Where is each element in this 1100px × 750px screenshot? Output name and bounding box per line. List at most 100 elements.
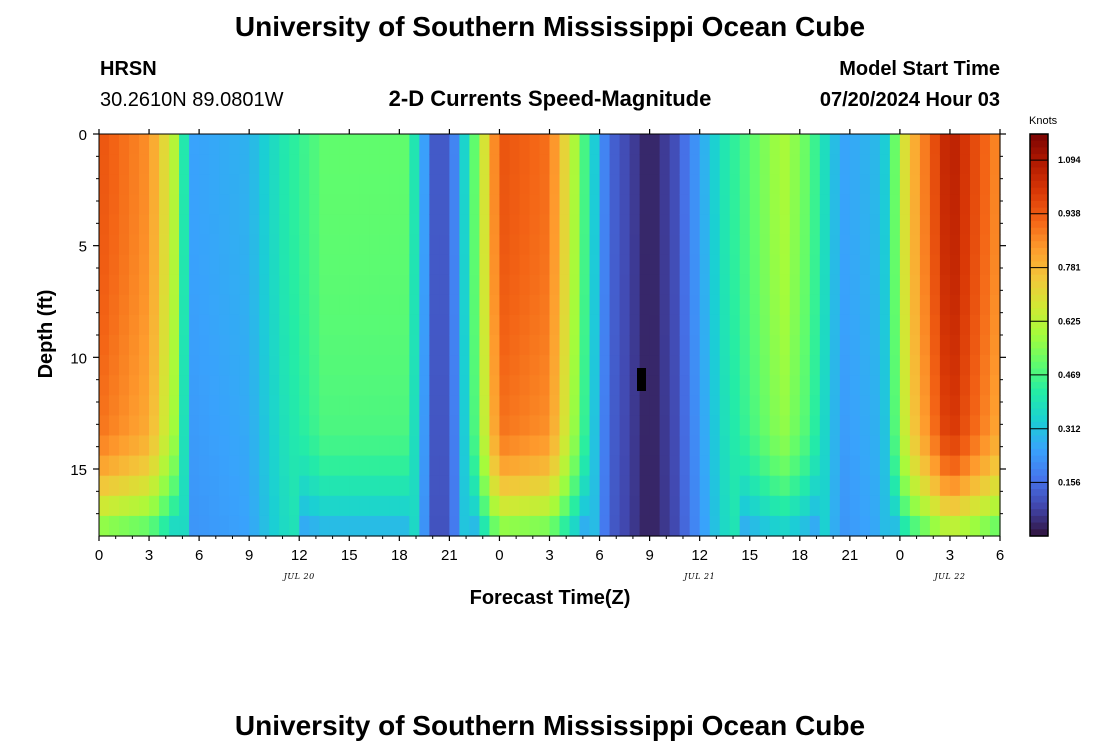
heatmap-cell xyxy=(809,314,821,336)
heatmap-cell xyxy=(949,455,961,477)
heatmap-cell xyxy=(429,495,440,517)
heatmap-cell xyxy=(199,335,210,356)
heatmap-cell xyxy=(489,355,501,376)
heatmap-cell xyxy=(409,355,420,376)
heatmap-cell xyxy=(599,174,611,195)
heatmap-cell xyxy=(459,395,471,416)
heatmap-cell xyxy=(869,154,881,175)
heatmap-cell xyxy=(289,174,300,195)
heatmap-cell xyxy=(399,495,410,517)
heatmap-cell xyxy=(409,515,420,537)
heatmap-cell xyxy=(699,455,711,477)
heatmap-cell xyxy=(159,234,170,256)
heatmap-cell xyxy=(419,495,430,517)
heatmap-cell xyxy=(609,495,621,517)
heatmap-cell xyxy=(969,335,981,356)
heatmap-cell xyxy=(959,495,971,517)
heatmap-cell xyxy=(819,234,831,256)
heatmap-cell xyxy=(259,174,270,195)
heatmap-cell xyxy=(889,415,901,437)
heatmap-cell xyxy=(99,335,110,356)
heatmap-cell xyxy=(949,214,961,236)
heatmap-cell xyxy=(509,314,521,336)
heatmap-cell xyxy=(159,254,170,276)
heatmap-cell xyxy=(119,475,130,497)
heatmap-cell xyxy=(339,134,350,155)
heatmap-cell xyxy=(529,355,541,376)
heatmap-cell xyxy=(779,395,791,416)
heatmap-cell xyxy=(299,355,310,376)
heatmap-cell xyxy=(379,455,390,477)
heatmap-cell xyxy=(409,475,420,497)
heatmap-cell xyxy=(419,294,430,316)
heatmap-cell xyxy=(159,174,170,195)
heatmap-cell xyxy=(899,435,911,457)
colorbar-segment xyxy=(1030,154,1048,162)
heatmap-cell xyxy=(419,515,430,537)
heatmap-cell xyxy=(459,234,471,256)
heatmap-cell xyxy=(889,495,901,517)
heatmap-cell xyxy=(629,214,641,236)
heatmap-cell xyxy=(899,254,911,276)
x-tick-label: 0 xyxy=(896,547,904,564)
colorbar-segment xyxy=(1030,140,1048,148)
heatmap-cell xyxy=(909,435,921,457)
heatmap-cell xyxy=(599,455,611,477)
heatmap-cell xyxy=(979,254,991,276)
heatmap-cell xyxy=(989,335,1001,356)
heatmap-cell xyxy=(959,194,971,215)
heatmap-cell xyxy=(899,194,911,215)
heatmap-cell xyxy=(979,174,991,195)
heatmap-cell xyxy=(469,375,481,396)
heatmap-cell xyxy=(299,234,310,256)
heatmap-cell xyxy=(109,395,120,416)
heatmap-cell xyxy=(779,194,791,215)
heatmap-cell xyxy=(579,335,591,356)
heatmap-cell xyxy=(169,154,180,175)
heatmap-cell xyxy=(149,234,160,256)
heatmap-cell xyxy=(539,515,551,537)
heatmap-cell xyxy=(729,375,741,396)
heatmap-cell xyxy=(349,274,360,296)
colorbar-segment xyxy=(1030,268,1048,276)
heatmap-cell xyxy=(189,294,200,316)
heatmap-cell xyxy=(909,174,921,195)
heatmap-cell xyxy=(909,355,921,376)
heatmap-cell xyxy=(969,294,981,316)
heatmap-cell xyxy=(959,174,971,195)
x-tick-label: 12 xyxy=(291,547,308,564)
heatmap-cell xyxy=(169,335,180,356)
heatmap-cell xyxy=(199,134,210,155)
y-axis-title: Depth (ft) xyxy=(35,290,57,379)
heatmap-cell xyxy=(909,415,921,437)
heatmap-cell xyxy=(339,294,350,316)
heatmap-cell xyxy=(879,375,891,396)
heatmap-cell xyxy=(479,134,491,155)
heatmap-cell xyxy=(179,395,190,416)
heatmap-cell xyxy=(429,274,440,296)
heatmap-cell xyxy=(989,435,1001,457)
heatmap-cell xyxy=(699,174,711,195)
heatmap-cell xyxy=(659,234,671,256)
heatmap-cell xyxy=(279,395,290,416)
heatmap-cell xyxy=(739,314,751,336)
heatmap-cell xyxy=(419,174,430,195)
heatmap-cell xyxy=(929,274,941,296)
heatmap-cell xyxy=(839,435,851,457)
heatmap-cell xyxy=(459,214,471,236)
heatmap-cell xyxy=(989,134,1001,155)
heatmap-cell xyxy=(559,355,571,376)
heatmap-cell xyxy=(379,395,390,416)
heatmap-cell xyxy=(549,254,561,276)
colorbar-segment xyxy=(1030,475,1048,483)
heatmap-cell xyxy=(139,254,150,276)
heatmap-cell xyxy=(899,515,911,537)
heatmap-cell xyxy=(279,134,290,155)
heatmap-cell xyxy=(139,294,150,316)
heatmap-cell xyxy=(429,355,440,376)
heatmap-cell xyxy=(669,154,681,175)
heatmap-cell xyxy=(809,294,821,316)
heatmap-cell xyxy=(469,294,481,316)
heatmap-cell xyxy=(139,314,150,336)
y-tick-label: 0 xyxy=(79,127,87,144)
